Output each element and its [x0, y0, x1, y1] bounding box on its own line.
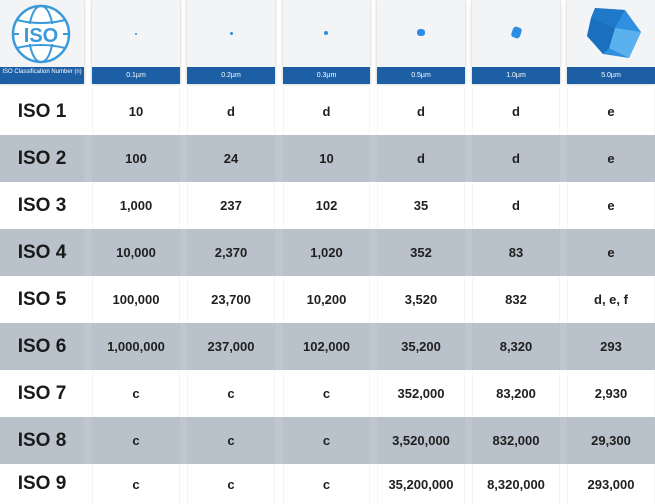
header-size-col-3: 0.3µm [283, 0, 370, 84]
table-row: ISO 1 10 d d d d e [0, 88, 655, 135]
size-label: 0.2µm [187, 67, 275, 84]
size-label: 0.3µm [283, 67, 370, 84]
table-row: ISO 2 100 24 10 d d e [0, 135, 655, 182]
table-cell: 1,020 [283, 229, 370, 276]
table-row: ISO 6 1,000,000 237,000 102,000 35,200 8… [0, 323, 655, 370]
particle-icon [510, 25, 523, 40]
iso-class-label: ISO 8 [0, 417, 84, 464]
table-cell: 237 [187, 182, 275, 229]
table-cell: 83,200 [472, 370, 560, 417]
size-label: 5.0µm [567, 67, 655, 84]
table-cell: c [283, 370, 370, 417]
globe-icon: ISO [11, 4, 71, 64]
size-label: 0.5µm [377, 67, 465, 84]
table-cell: d [472, 182, 560, 229]
classification-column-header: ISO Classification Number (n) [0, 67, 84, 84]
table-cell: 24 [187, 135, 275, 182]
table-cell: 832 [472, 276, 560, 323]
large-particle-icon [587, 8, 641, 58]
table-cell: c [187, 417, 275, 464]
size-label: 1.0µm [472, 67, 560, 84]
table-cell: 2,370 [187, 229, 275, 276]
iso-class-label: ISO 6 [0, 323, 84, 370]
table-cell: 35,200 [377, 323, 465, 370]
iso-logo: ISO [11, 4, 71, 64]
table-cell: 10 [283, 135, 370, 182]
table-cell: 2,930 [567, 370, 655, 417]
table-row: ISO 8 c c c 3,520,000 832,000 29,300 [0, 417, 655, 464]
table-cell: 352 [377, 229, 465, 276]
table-cell: 3,520,000 [377, 417, 465, 464]
iso-class-label: ISO 4 [0, 229, 84, 276]
size-label: 0.1µm [92, 67, 180, 84]
table-cell: d [377, 88, 465, 135]
header-size-col-1: 0.1µm [92, 0, 180, 84]
table-cell: 35 [377, 182, 465, 229]
table-cell: c [187, 464, 275, 504]
table-cell: d [472, 88, 560, 135]
table-row: ISO 5 100,000 23,700 10,200 3,520 832 d,… [0, 276, 655, 323]
table-cell: c [187, 370, 275, 417]
header-size-col-4: 0.5µm [377, 0, 465, 84]
table-cell: 35,200,000 [377, 464, 465, 504]
table-cell: 832,000 [472, 417, 560, 464]
iso-class-label: ISO 1 [17, 100, 67, 122]
table-row: ISO 7 c c c 352,000 83,200 2,930 [0, 370, 655, 417]
table-row: ISO 9 c c c 35,200,000 8,320,000 293,000 [0, 464, 655, 504]
table-cell: 3,520 [377, 276, 465, 323]
table-cell: 102 [283, 182, 370, 229]
table-cell: 1,000 [92, 182, 180, 229]
table-cell: c [283, 417, 370, 464]
header-classification-cell: ISO ISO Classification Number (n) [0, 0, 84, 84]
table-cell: c [92, 417, 180, 464]
iso-class-label: ISO 2 [0, 135, 84, 182]
table-cell: 100 [92, 135, 180, 182]
table-cell: 1,000,000 [92, 323, 180, 370]
table-cell: c [92, 464, 180, 504]
table-cell: 293 [567, 323, 655, 370]
table-cell: 8,320 [472, 323, 560, 370]
iso-class-label: ISO 3 [17, 194, 67, 216]
table-cell: d [472, 135, 560, 182]
table-cell: 293,000 [567, 464, 655, 504]
table-cell: 102,000 [283, 323, 370, 370]
table-cell: e [567, 88, 655, 135]
table-cell: 352,000 [377, 370, 465, 417]
table-cell: d, e, f [567, 276, 655, 323]
particle-icon [230, 32, 233, 35]
table-row: ISO 4 10,000 2,370 1,020 352 83 e [0, 229, 655, 276]
table-cell: c [92, 370, 180, 417]
table-cell: 83 [472, 229, 560, 276]
table-cell: 237,000 [187, 323, 275, 370]
particle-icon [417, 29, 425, 36]
table-cell: 10,000 [92, 229, 180, 276]
table-cell: d [187, 88, 275, 135]
header-size-col-2: 0.2µm [187, 0, 275, 84]
table-cell: e [567, 135, 655, 182]
logo-text: ISO [24, 25, 58, 47]
header-size-col-6: 5.0µm [567, 0, 655, 84]
table-cell: e [567, 229, 655, 276]
table-cell: 23,700 [187, 276, 275, 323]
iso-class-label: ISO 7 [17, 382, 67, 404]
table-row: ISO 3 1,000 237 102 35 d e [0, 182, 655, 229]
table-cell: 10 [92, 88, 180, 135]
table-cell: 10,200 [283, 276, 370, 323]
header-size-col-5: 1.0µm [472, 0, 560, 84]
table-cell: 29,300 [567, 417, 655, 464]
table-cell: c [283, 464, 370, 504]
table-cell: d [377, 135, 465, 182]
table-cell: e [567, 182, 655, 229]
table-cell: d [283, 88, 370, 135]
particle-icon [135, 33, 137, 35]
iso-class-label: ISO 9 [17, 473, 67, 494]
particle-icon [324, 31, 328, 35]
iso-class-label: ISO 5 [17, 288, 67, 310]
table-cell: 8,320,000 [472, 464, 560, 504]
table-cell: 100,000 [92, 276, 180, 323]
